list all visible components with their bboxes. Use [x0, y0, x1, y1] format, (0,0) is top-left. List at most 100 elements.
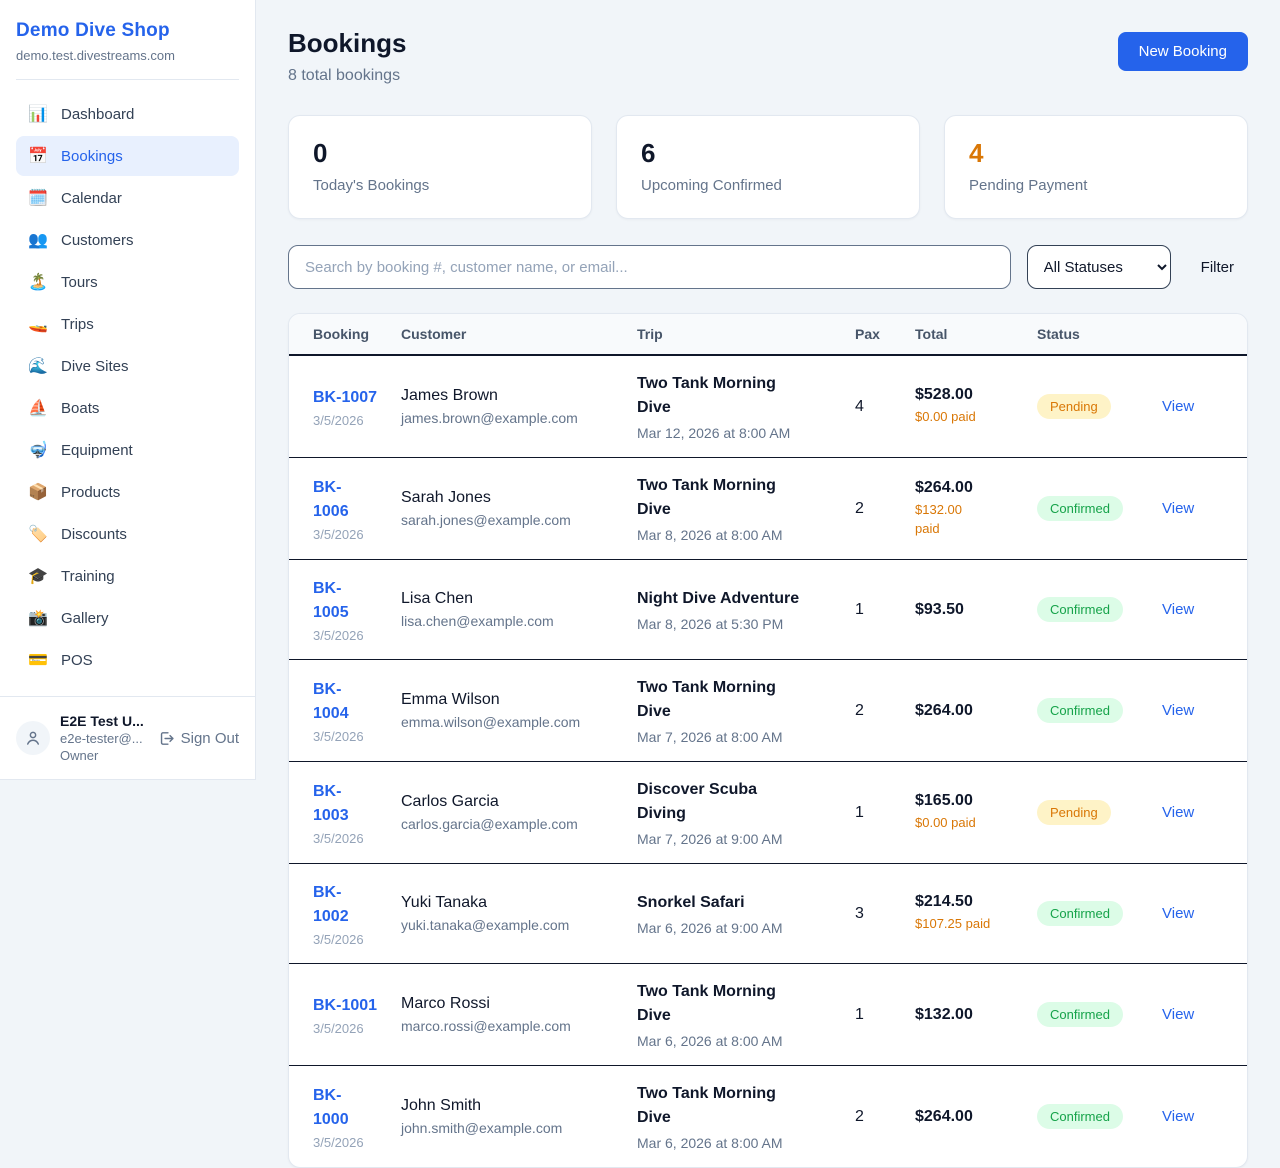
pax-value: 2	[855, 499, 864, 517]
trip-cell: Two Tank Morning Dive Mar 7, 2026 at 8:0…	[637, 676, 855, 745]
table-row: BK-1007 3/5/2026 James Brown james.brown…	[289, 356, 1247, 458]
sidebar-item-tours[interactable]: 🏝️ Tours	[16, 262, 239, 302]
table-row: BK-1006 3/5/2026 Sarah Jones sarah.jones…	[289, 458, 1247, 560]
column-header-trip: Trip	[637, 326, 663, 342]
trip-cell: Two Tank Morning Dive Mar 8, 2026 at 8:0…	[637, 474, 855, 543]
sidebar-item-pos[interactable]: 💳 POS	[16, 640, 239, 680]
status-badge: Confirmed	[1037, 1002, 1123, 1027]
column-header-customer: Customer	[401, 326, 467, 342]
booking-cell: BK-1000 3/5/2026	[313, 1084, 401, 1150]
total-amount: $264.00	[915, 479, 973, 497]
sidebar-item-products[interactable]: 📦 Products	[16, 472, 239, 512]
sidebar-item-label: POS	[61, 651, 93, 669]
customer-cell: John Smith john.smith@example.com	[401, 1097, 637, 1136]
total-cell: $165.00 $0.00 paid	[915, 792, 1037, 832]
filter-row: All Statuses Filter	[288, 245, 1248, 289]
total-amount: $132.00	[915, 1005, 973, 1023]
new-booking-button[interactable]: New Booking	[1117, 32, 1248, 71]
pax-value: 1	[855, 1005, 864, 1023]
sidebar-item-customers[interactable]: 👥 Customers	[16, 220, 239, 260]
filter-button[interactable]: Filter	[1187, 251, 1248, 284]
sidebar-item-dive-sites[interactable]: 🌊 Dive Sites	[16, 346, 239, 386]
sign-out-button[interactable]: Sign Out	[158, 730, 239, 747]
booking-cell: BK-1005 3/5/2026	[313, 577, 401, 643]
booking-id-link[interactable]: BK-1005	[313, 579, 349, 621]
view-link[interactable]: View	[1162, 499, 1195, 517]
actions-cell: View	[1162, 1108, 1223, 1126]
view-link[interactable]: View	[1162, 1107, 1195, 1125]
sidebar-item-label: Training	[61, 567, 115, 585]
total-bookings-count: 8 total bookings	[288, 67, 401, 84]
view-link[interactable]: View	[1162, 1005, 1195, 1023]
pax-value: 4	[855, 397, 864, 415]
calendar-icon: 📅	[28, 148, 48, 165]
user-section: E2E Test U... e2e-tester@... Owner Sign …	[0, 696, 255, 779]
status-filter-select[interactable]: All Statuses	[1026, 245, 1171, 289]
sidebar-item-training[interactable]: 🎓 Training	[16, 556, 239, 596]
table-row: BK-1004 3/5/2026 Emma Wilson emma.wilson…	[289, 660, 1247, 762]
booking-id-link[interactable]: BK-1006	[313, 478, 349, 520]
view-link[interactable]: View	[1162, 397, 1195, 415]
customer-name: James Brown	[401, 387, 498, 404]
camera-icon: 📸	[28, 610, 48, 627]
sidebar-item-dashboard[interactable]: 📊 Dashboard	[16, 94, 239, 134]
sidebar-item-label: Dive Sites	[61, 357, 129, 375]
view-link[interactable]: View	[1162, 904, 1195, 922]
status-badge: Confirmed	[1037, 1104, 1123, 1129]
stat-label: Upcoming Confirmed	[641, 177, 782, 194]
total-amount: $93.50	[915, 600, 964, 618]
booking-id-link[interactable]: BK-1000	[313, 1086, 349, 1128]
pax-value: 3	[855, 904, 864, 922]
shop-header: Demo Dive Shop demo.test.divestreams.com	[16, 18, 239, 80]
island-icon: 🏝️	[28, 274, 48, 291]
trip-cell: Night Dive Adventure Mar 8, 2026 at 5:30…	[637, 587, 855, 632]
booking-date: 3/5/2026	[313, 412, 364, 428]
stat-label: Today's Bookings	[313, 177, 430, 194]
view-link[interactable]: View	[1162, 600, 1195, 618]
shop-domain: demo.test.divestreams.com	[16, 48, 175, 63]
table-body: BK-1007 3/5/2026 James Brown james.brown…	[289, 356, 1247, 1167]
wave-icon: 🌊	[28, 358, 48, 375]
status-badge: Confirmed	[1037, 901, 1123, 926]
sidebar-item-label: Bookings	[61, 147, 123, 165]
status-badge: Confirmed	[1037, 698, 1123, 723]
credit-card-icon: 💳	[28, 652, 48, 669]
sidebar-item-calendar[interactable]: 🗓️ Calendar	[16, 178, 239, 218]
sidebar-item-bookings[interactable]: 📅 Bookings	[16, 136, 239, 176]
sidebar-item-boats[interactable]: ⛵ Boats	[16, 388, 239, 428]
sidebar-item-equipment[interactable]: 🤿 Equipment	[16, 430, 239, 470]
stat-label: Pending Payment	[969, 177, 1088, 194]
sidebar-item-label: Customers	[61, 231, 134, 249]
booking-id-link[interactable]: BK-1001	[313, 996, 378, 1014]
sidebar-item-gallery[interactable]: 📸 Gallery	[16, 598, 239, 638]
trip-cell: Two Tank Morning Dive Mar 12, 2026 at 8:…	[637, 372, 855, 441]
table-row: BK-1001 3/5/2026 Marco Rossi marco.rossi…	[289, 964, 1247, 1066]
booking-cell: BK-1006 3/5/2026	[313, 476, 401, 542]
customer-email: sarah.jones@example.com	[401, 512, 571, 528]
status-badge: Pending	[1037, 394, 1111, 419]
stat-card-pending-payment: 4 Pending Payment	[944, 115, 1248, 219]
customer-cell: Sarah Jones sarah.jones@example.com	[401, 489, 637, 528]
booking-id-link[interactable]: BK-1004	[313, 680, 349, 722]
actions-cell: View	[1162, 1006, 1223, 1024]
status-cell: Confirmed	[1037, 496, 1162, 521]
column-header-status: Status	[1037, 326, 1080, 342]
view-link[interactable]: View	[1162, 701, 1195, 719]
trip-name: Two Tank Morning Dive	[637, 983, 776, 1024]
booking-id-link[interactable]: BK-1007	[313, 388, 378, 406]
booking-id-link[interactable]: BK-1002	[313, 883, 349, 925]
booking-id-link[interactable]: BK-1003	[313, 782, 349, 824]
trip-name: Two Tank Morning Dive	[637, 679, 776, 720]
total-amount: $528.00	[915, 386, 973, 404]
search-input[interactable]	[288, 245, 1011, 289]
view-link[interactable]: View	[1162, 803, 1195, 821]
table-row: BK-1000 3/5/2026 John Smith john.smith@e…	[289, 1066, 1247, 1167]
sidebar-item-trips[interactable]: 🚤 Trips	[16, 304, 239, 344]
sidebar-item-discounts[interactable]: 🏷️ Discounts	[16, 514, 239, 554]
total-cell: $93.50	[915, 601, 1037, 619]
sidebar-item-label: Dashboard	[61, 105, 135, 123]
total-amount: $264.00	[915, 701, 973, 719]
total-cell: $214.50 $107.25 paid	[915, 893, 1037, 933]
status-cell: Confirmed	[1037, 1002, 1162, 1027]
sidebar-item-label: Trips	[61, 315, 94, 333]
